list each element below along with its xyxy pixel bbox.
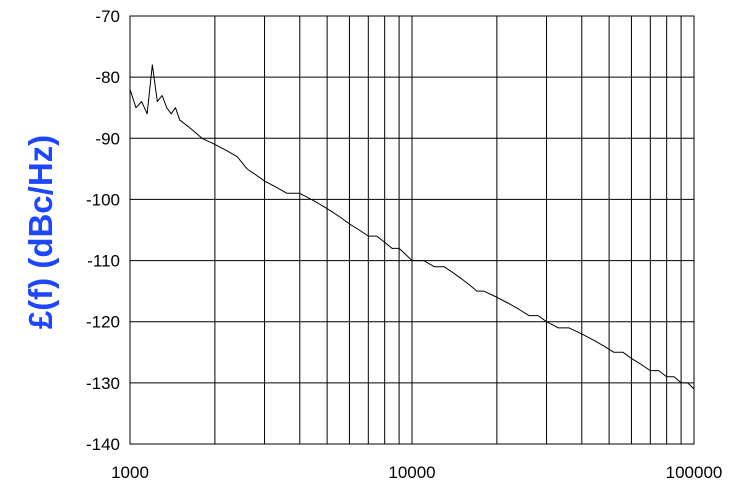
x-tick-label: 100000: [666, 463, 723, 482]
x-tick-label: 10000: [388, 463, 435, 482]
y-tick-label: -100: [86, 190, 120, 209]
series-layer: [129, 64, 695, 390]
plot-area-border: [129, 15, 695, 445]
y-tick-label: -130: [86, 374, 120, 393]
y-tick-label: -70: [95, 7, 120, 26]
y-tick-label: -80: [95, 68, 120, 87]
x-tick-label: 1000: [111, 463, 149, 482]
series-line: [129, 64, 695, 390]
y-tick-label: -140: [86, 435, 120, 454]
y-tick-label: -90: [95, 129, 120, 148]
gridlines: [129, 15, 695, 445]
x-tick-labels: 1000 10000 100000: [111, 463, 722, 482]
y-tick-label: -120: [86, 313, 120, 332]
y-axis-label: £(f) (dBc/Hz): [22, 135, 59, 329]
y-tick-labels: -70 -80 -90 -100 -110 -120 -130 -140: [86, 7, 120, 454]
y-tick-label: -110: [87, 252, 120, 271]
